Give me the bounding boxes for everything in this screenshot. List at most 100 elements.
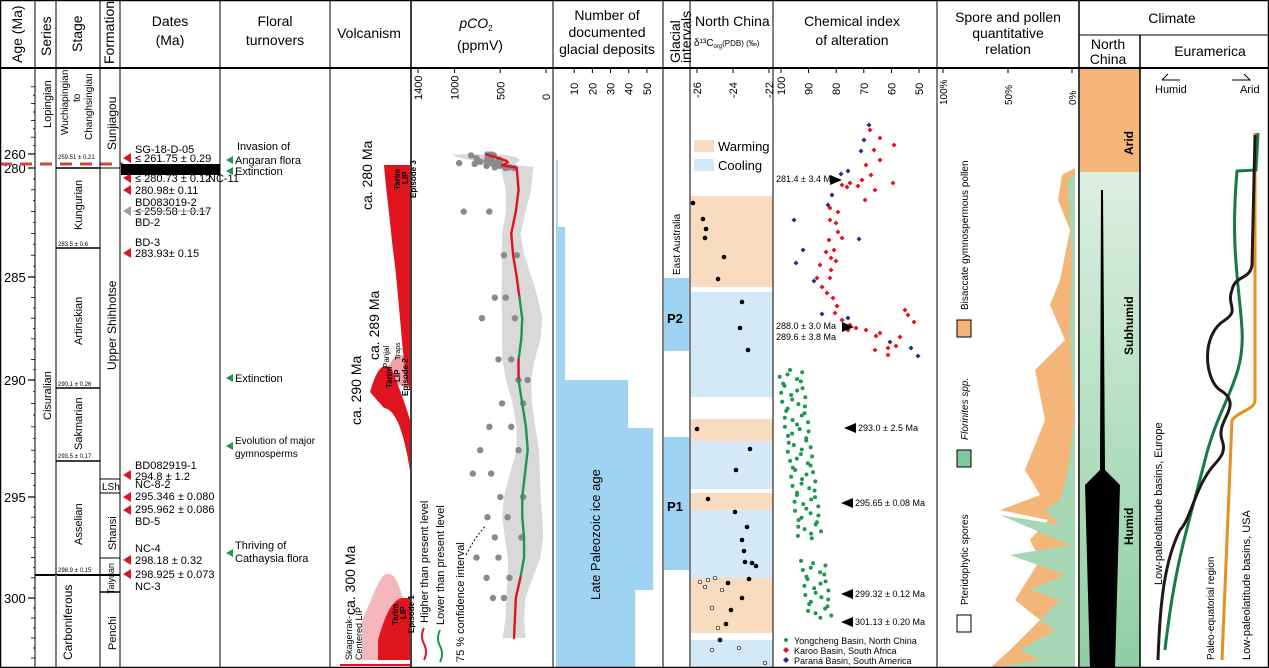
d13c-open-point (702, 584, 708, 590)
age-tick-label: 260 (4, 147, 26, 162)
cia-green-point (782, 424, 787, 429)
cia-point (800, 247, 806, 253)
d13c-open-point (709, 605, 715, 611)
cia-point (823, 249, 829, 255)
pco2-curve-segment (521, 516, 526, 539)
cia-green-point (792, 499, 797, 504)
header-spore-3: relation (985, 41, 1031, 57)
cia-green-point (803, 593, 808, 597)
cia-green-point (823, 579, 828, 584)
formation-penchi: Penchi (107, 616, 119, 650)
pco2-curve-segment (519, 556, 526, 579)
d13c-open-point (709, 647, 715, 653)
cia-green-point (799, 481, 804, 486)
pco2-curve-segment (520, 317, 524, 340)
cia-point (890, 180, 896, 186)
cia-green-point (795, 422, 799, 427)
cia-point (829, 192, 835, 198)
cia-green-point (809, 536, 814, 541)
d13c-point (705, 496, 711, 502)
date-marker-icon (123, 492, 131, 502)
cia-point (827, 217, 833, 223)
cia-green-point (788, 458, 793, 463)
legend-bisaccate-swatch (956, 319, 972, 338)
header-pco2-unit: (ppmV) (457, 37, 503, 53)
pco2-point (471, 160, 478, 167)
spore-tick-label: 0% (1068, 90, 1079, 105)
tarim-lip-label: Tarim (385, 367, 394, 388)
glacial-tick-label: 30 (606, 83, 618, 95)
traps-label: Traps (395, 342, 402, 360)
cia-green-point (826, 597, 831, 602)
legend-pteridophytic-swatch (956, 614, 972, 633)
header-climate-eu: Euramerica (1174, 43, 1246, 59)
cia-green-point (797, 427, 802, 432)
cia-green-point (795, 377, 799, 382)
header-nc-d13c: δ¹³Corg(PDB) (‰) (694, 38, 760, 50)
d13c-point (739, 299, 745, 305)
cia-point (811, 278, 817, 284)
cia-green-point (790, 397, 795, 402)
pco2-point (491, 294, 498, 301)
age-tick-label: 300 (4, 591, 26, 606)
climate-arid-band (1080, 69, 1140, 172)
cia-tick-label: 80 (831, 83, 843, 95)
cia-green-point (804, 472, 809, 477)
cia-green-point (777, 374, 782, 379)
pco2-point (515, 447, 522, 454)
cia-green-point (786, 433, 790, 438)
d13c-point (700, 216, 706, 222)
d13c-point (728, 607, 734, 613)
d13c-point (733, 467, 739, 473)
cia-point (831, 247, 837, 253)
volcanism-age: ca. 290 Ma (348, 356, 364, 425)
tarim-lip-label: Tarim (393, 169, 402, 190)
pco2-point (486, 208, 493, 215)
bisaccate-area (990, 168, 1075, 668)
cia-tick-label: 60 (886, 83, 898, 95)
cia-green-point (794, 456, 799, 461)
pco2-tick-label: 500 (495, 82, 507, 100)
d13c-point (742, 559, 748, 565)
cia-green-point (823, 563, 828, 568)
cia-green-point (816, 504, 821, 509)
legend-florinites-swatch (956, 449, 972, 468)
warming-band (691, 493, 773, 510)
cia-green-point (805, 577, 810, 582)
cia-green-point (813, 590, 818, 595)
cia-point (891, 142, 897, 148)
pco2-curve-segment (513, 596, 518, 620)
cia-green-point (789, 474, 794, 479)
cia-point (915, 353, 921, 359)
cia-point (835, 229, 841, 235)
cia-point (867, 127, 873, 133)
cia-green-point (784, 408, 789, 413)
cia-point (835, 209, 841, 215)
header-climate-nc-2: China (1090, 51, 1127, 67)
pco2-curve-segment (515, 166, 520, 192)
header-climate-nc-1: North (1091, 36, 1125, 52)
cia-point (885, 352, 891, 358)
cia-green-point (812, 586, 817, 591)
legend-parana-icon (783, 657, 789, 663)
date-sample: SG-18-D-05 (135, 144, 194, 156)
d13c-tick-label: -24 (728, 82, 740, 98)
age-tick-label: 285 (4, 270, 26, 285)
header-dates-unit: (Ma) (156, 32, 185, 48)
date-marker-icon (123, 505, 131, 515)
tectonics-label: tectonics (138, 163, 191, 177)
pco2-curve-segment (517, 378, 524, 405)
cooling-band (691, 510, 773, 578)
cia-point (838, 171, 844, 177)
stage-changhsingian: Changhsingian (84, 73, 95, 140)
legend-cooling: Cooling (718, 158, 762, 173)
cia-green-point (813, 611, 818, 616)
pco2-point (513, 252, 520, 259)
header-intervals-glacial: Glacial (667, 20, 683, 63)
cia-green-point (790, 431, 795, 436)
cia-point (791, 217, 797, 223)
cia-point (863, 162, 869, 168)
cia-green-point (813, 522, 818, 527)
pco2-curve-segment (511, 253, 518, 279)
cia-green-point (809, 497, 814, 502)
